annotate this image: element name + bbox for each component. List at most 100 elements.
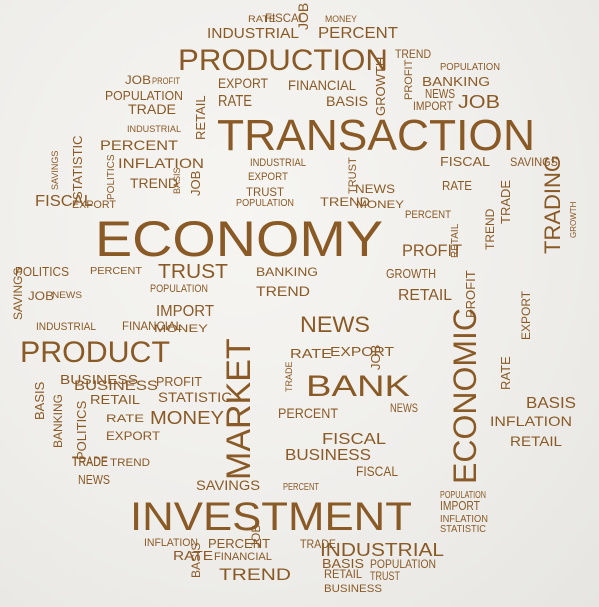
cloud-word: ECONOMY bbox=[95, 211, 383, 267]
cloud-word: FINANCIAL bbox=[214, 551, 272, 563]
cloud-word: POLITICS bbox=[74, 400, 89, 460]
cloud-word: SAVINGS bbox=[11, 268, 25, 320]
cloud-word: FISCAL bbox=[322, 431, 386, 448]
cloud-word: JOB bbox=[249, 525, 263, 548]
cloud-word: FISCAL bbox=[265, 11, 305, 25]
cloud-word: TRADE bbox=[72, 453, 108, 469]
cloud-word: RATE bbox=[106, 413, 144, 425]
cloud-word: TRANSACTION bbox=[217, 111, 535, 160]
cloud-word: MONEY bbox=[325, 14, 357, 24]
cloud-word: TRADE bbox=[498, 180, 513, 224]
cloud-word: BASIS bbox=[172, 167, 182, 194]
cloud-word: FISCAL bbox=[35, 193, 93, 210]
cloud-word: INDUSTRIAL bbox=[320, 540, 444, 560]
cloud-word: NEWS bbox=[355, 182, 395, 196]
cloud-word: SAVINGS bbox=[510, 155, 558, 169]
cloud-word: PROFIT bbox=[403, 59, 415, 100]
cloud-word: JOB bbox=[458, 92, 500, 112]
cloud-word: POPULATION bbox=[150, 283, 208, 295]
cloud-word: NEWS bbox=[52, 290, 82, 300]
cloud-word: EXPORT bbox=[72, 199, 116, 211]
cloud-word: PROFIT bbox=[156, 374, 202, 389]
cloud-word: RETAIL bbox=[193, 95, 208, 140]
cloud-word: BUSINESS bbox=[74, 377, 158, 393]
cloud-word: PROFIT bbox=[463, 270, 478, 318]
cloud-word: IMPORT bbox=[413, 99, 454, 113]
cloud-word: PERCENT bbox=[278, 405, 338, 421]
cloud-word: PERCENT bbox=[208, 536, 270, 551]
cloud-word: PRODUCT bbox=[20, 336, 170, 369]
cloud-word: EXPORT bbox=[106, 429, 161, 443]
cloud-word: BUSINESS bbox=[324, 583, 382, 595]
cloud-word: ECONOMIC bbox=[447, 308, 483, 484]
cloud-word: POPULATION bbox=[370, 557, 436, 571]
cloud-word: PERCENT bbox=[405, 209, 451, 221]
cloud-word: TREND bbox=[483, 208, 497, 250]
cloud-word: JOB bbox=[188, 171, 203, 196]
cloud-word: JOB bbox=[28, 289, 54, 303]
cloud-word: BANK bbox=[306, 370, 410, 403]
cloud-word: RATE bbox=[173, 548, 213, 563]
cloud-word: BUSINESS bbox=[285, 447, 371, 464]
cloud-word: PERCENT bbox=[318, 25, 398, 42]
cloud-word: POPULATION bbox=[440, 490, 486, 501]
cloud-word: INDUSTRIAL bbox=[207, 25, 299, 42]
cloud-word: BASIS bbox=[326, 93, 368, 109]
cloud-word: TRADE bbox=[284, 361, 294, 392]
cloud-word: TRUST bbox=[246, 185, 285, 199]
cloud-word: BUSINESS bbox=[60, 372, 138, 387]
cloud-word: GROWTH bbox=[569, 201, 578, 238]
cloud-word: POLITICS bbox=[15, 264, 69, 279]
cloud-word: TRADE bbox=[72, 455, 108, 469]
cloud-word: BANKING bbox=[422, 74, 490, 89]
cloud-word: PERCENT bbox=[90, 266, 142, 277]
cloud-word: RETAIL bbox=[510, 433, 562, 449]
cloud-word: GROWTH bbox=[373, 57, 388, 116]
cloud-word: RATE bbox=[218, 93, 252, 110]
cloud-word: NEWS bbox=[425, 86, 455, 101]
cloud-word: NEWS bbox=[78, 472, 110, 487]
cloud-word: MONEY bbox=[154, 323, 209, 335]
cloud-word: RATE bbox=[248, 14, 276, 24]
cloud-word: INFLATION bbox=[118, 155, 204, 171]
cloud-word: TREND bbox=[320, 195, 370, 209]
cloud-word: TREND bbox=[110, 457, 150, 469]
cloud-word: RATE bbox=[498, 356, 513, 390]
cloud-word: FINANCIAL bbox=[288, 77, 356, 93]
cloud-word: STATISTIC bbox=[70, 135, 85, 200]
cloud-word: PROFIT bbox=[402, 241, 462, 260]
cloud-word: MONEY bbox=[356, 199, 405, 211]
cloud-word: GROWTH bbox=[386, 266, 436, 281]
cloud-word: TREND bbox=[219, 565, 291, 584]
cloud-word: POPULATION bbox=[105, 88, 183, 103]
cloud-word: POPULATION bbox=[236, 198, 294, 209]
cloud-word: EXPORT bbox=[218, 75, 268, 91]
cloud-word: TRADE bbox=[300, 537, 336, 551]
cloud-word: RETAIL bbox=[450, 223, 461, 258]
cloud-word: MARKET bbox=[220, 338, 258, 480]
cloud-word: BASIS bbox=[189, 543, 203, 578]
cloud-word: RATE bbox=[290, 346, 332, 361]
cloud-word: RETAIL bbox=[398, 287, 452, 304]
cloud-word: FISCAL bbox=[356, 463, 398, 479]
cloud-word: RETAIL bbox=[324, 567, 362, 581]
cloud-word: TREND bbox=[256, 283, 310, 299]
cloud-word: MONEY bbox=[150, 408, 224, 428]
cloud-word: RETAIL bbox=[90, 392, 140, 407]
cloud-word: EXPORT bbox=[330, 344, 394, 359]
cloud-word: JOB bbox=[125, 73, 151, 87]
cloud-word: POLITICS bbox=[106, 154, 117, 200]
cloud-word: BASIS bbox=[32, 381, 47, 420]
cloud-word: SAVINGS bbox=[50, 151, 60, 190]
cloud-word: FINANCIAL bbox=[122, 319, 182, 333]
cloud-word: POPULATION bbox=[440, 62, 500, 73]
cloud-word: BANKING bbox=[51, 394, 65, 448]
cloud-word: BASIS bbox=[322, 556, 364, 571]
cloud-word: TRADING bbox=[540, 155, 565, 254]
cloud-word: PERCENT bbox=[100, 137, 179, 153]
cloud-word: NEWS bbox=[390, 401, 418, 415]
cloud-word: PERCENT bbox=[283, 482, 319, 493]
cloud-word: STATISTIC bbox=[440, 524, 486, 535]
